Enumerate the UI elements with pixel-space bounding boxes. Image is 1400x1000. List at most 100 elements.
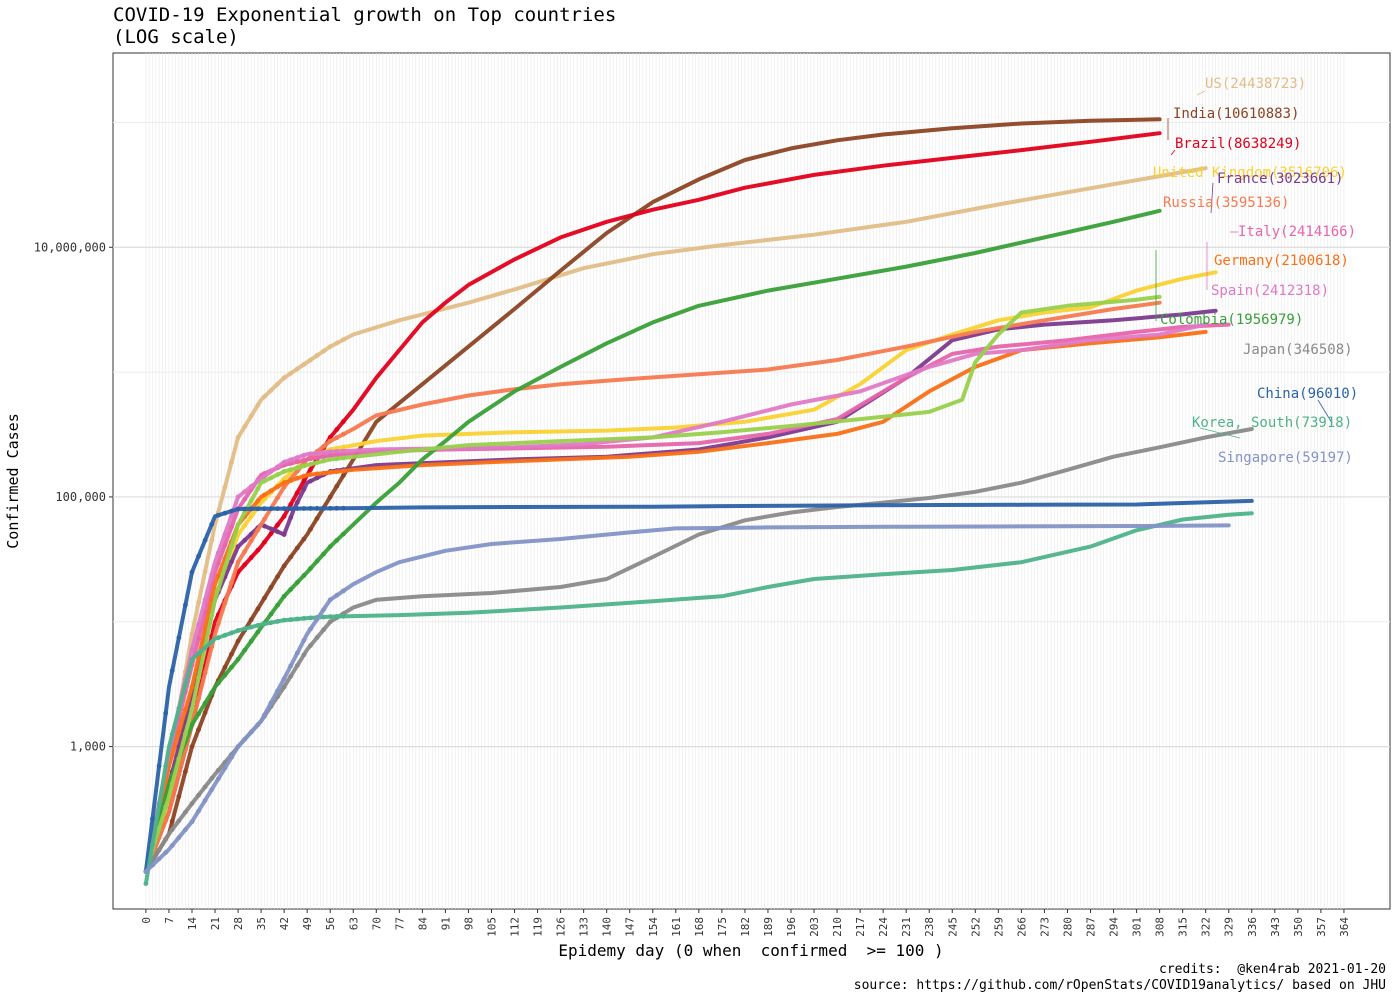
x-tick-label: 189 <box>762 917 775 937</box>
data-point <box>176 835 182 840</box>
data-point <box>281 476 287 482</box>
data-point <box>248 617 254 623</box>
data-point <box>202 700 208 706</box>
data-point <box>196 600 201 606</box>
data-point <box>281 513 287 519</box>
data-point <box>294 545 300 551</box>
data-point <box>235 559 241 565</box>
data-point <box>308 472 313 477</box>
data-point <box>163 817 169 823</box>
data-point <box>340 444 346 450</box>
x-tick-label: 357 <box>1315 917 1328 937</box>
data-point <box>308 478 313 484</box>
data-point <box>222 484 228 490</box>
data-point <box>215 635 221 641</box>
data-point <box>334 505 340 511</box>
x-tick-label: 245 <box>946 917 959 937</box>
data-point <box>334 449 340 454</box>
x-tick-label: 112 <box>509 917 522 937</box>
data-point <box>321 614 327 620</box>
data-point <box>268 531 274 537</box>
data-point <box>327 453 333 458</box>
data-point <box>209 639 215 645</box>
data-point <box>150 862 155 868</box>
data-point <box>176 706 182 712</box>
x-tick-label: 329 <box>1223 917 1236 937</box>
x-tick-label: 14 <box>186 917 199 931</box>
series-group <box>143 498 1254 874</box>
data-point <box>294 650 300 656</box>
x-tick-label: 7 <box>163 917 176 924</box>
x-tick-label: 21 <box>209 917 222 930</box>
series-label: Germany(2100618) <box>1214 253 1349 269</box>
data-point <box>156 763 162 769</box>
data-point <box>301 615 307 621</box>
data-point <box>261 712 267 718</box>
y-tick-label: 100,000 <box>55 490 106 504</box>
data-point <box>281 506 287 511</box>
data-point <box>242 424 248 430</box>
data-point <box>294 616 300 622</box>
data-point <box>308 461 313 467</box>
data-point <box>255 506 261 512</box>
x-tick-label: 161 <box>670 917 683 937</box>
data-point <box>268 700 274 706</box>
data-point <box>255 606 261 612</box>
data-point <box>275 495 280 501</box>
x-tick-label: 217 <box>854 917 867 937</box>
data-point <box>209 612 215 618</box>
data-point <box>334 427 340 432</box>
data-point <box>294 459 300 465</box>
data-point <box>327 469 333 475</box>
data-point <box>327 449 333 455</box>
data-point <box>202 569 208 574</box>
data-point <box>294 455 300 460</box>
data-point <box>308 467 313 472</box>
data-point <box>202 597 208 602</box>
data-point <box>183 827 188 833</box>
data-point <box>314 353 320 358</box>
data-point <box>275 464 280 470</box>
data-point <box>281 459 287 465</box>
data-point <box>327 505 333 511</box>
data-point <box>321 607 327 612</box>
data-point <box>235 522 241 528</box>
data-point <box>248 624 254 630</box>
x-tick-label: 343 <box>1269 917 1282 937</box>
series-line <box>143 322 1208 874</box>
data-point <box>248 638 254 644</box>
data-point <box>242 736 248 742</box>
data-point <box>150 816 155 822</box>
data-point <box>196 636 201 641</box>
data-point <box>222 531 228 537</box>
data-point <box>209 776 215 781</box>
data-point <box>308 456 313 462</box>
data-point <box>281 684 287 690</box>
data-point <box>156 847 162 853</box>
data-point <box>308 526 313 532</box>
data-point <box>183 769 188 774</box>
data-point <box>334 483 340 489</box>
x-tick-label: 126 <box>555 917 568 937</box>
data-point <box>340 613 346 619</box>
data-point <box>255 547 261 553</box>
data-point <box>321 551 327 557</box>
data-point <box>255 486 261 492</box>
data-point <box>156 856 162 862</box>
data-point <box>229 508 234 514</box>
credits-line: credits: @ken4rab 2021-01-20 <box>1159 962 1386 977</box>
data-point <box>340 455 346 461</box>
data-point <box>340 531 346 537</box>
data-point <box>202 784 208 790</box>
data-point <box>275 522 280 528</box>
data-point <box>202 710 208 715</box>
data-point <box>202 625 208 631</box>
data-point <box>163 850 169 855</box>
data-point <box>301 573 307 578</box>
label-leader-line <box>1210 182 1214 214</box>
x-tick-label: 210 <box>831 917 844 937</box>
data-point <box>288 506 294 511</box>
source-line: source: https://github.com/rOpenStats/CO… <box>853 978 1386 993</box>
data-point <box>229 459 234 465</box>
x-tick-label: 266 <box>1015 917 1028 937</box>
